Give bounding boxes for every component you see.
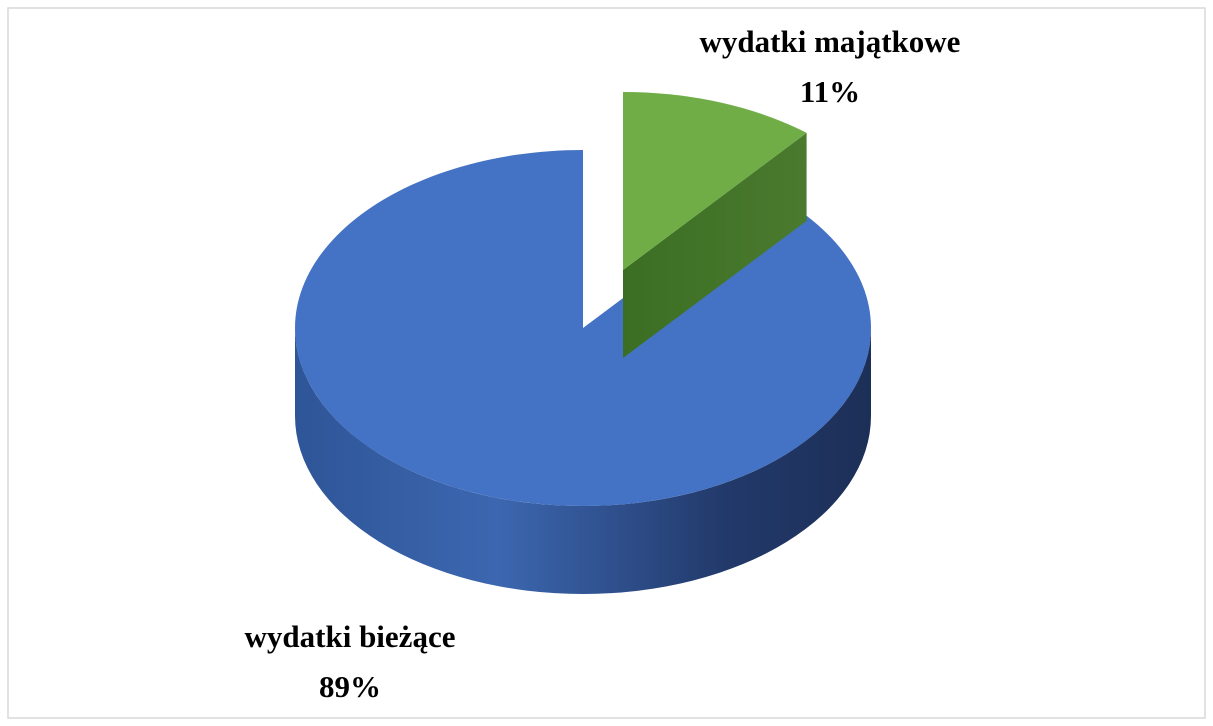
slice-side bbox=[623, 132, 807, 358]
slice bbox=[623, 92, 807, 270]
slice-value-label: 11% bbox=[800, 74, 860, 109]
slice-label: wydatki bieżące bbox=[245, 619, 456, 654]
slice-label: wydatki majątkowe bbox=[700, 24, 961, 59]
slice-side bbox=[295, 328, 871, 594]
slice-value-label: 89% bbox=[319, 669, 381, 704]
pie bbox=[295, 92, 872, 594]
